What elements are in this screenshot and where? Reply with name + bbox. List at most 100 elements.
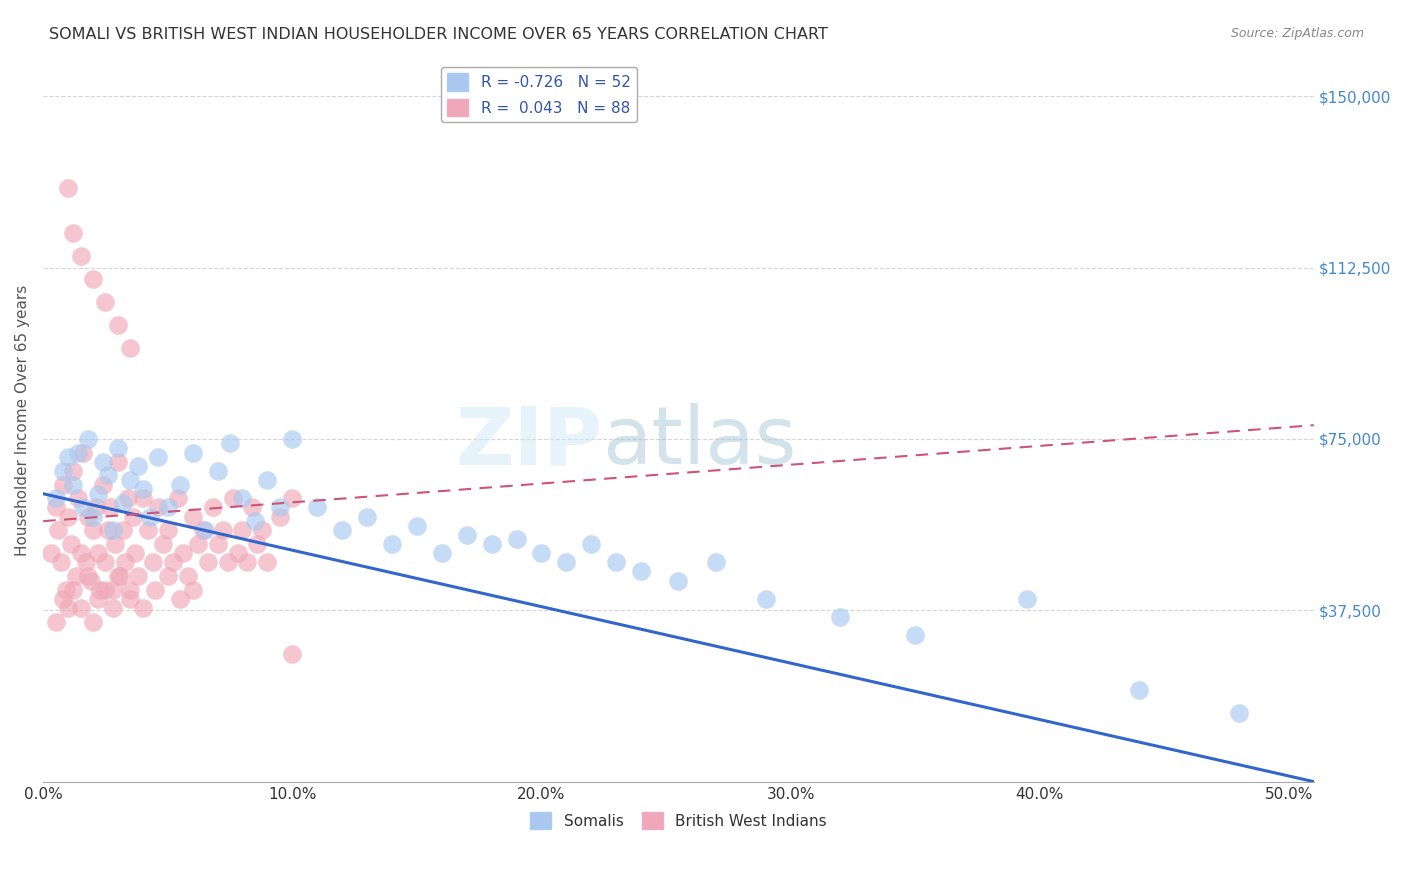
Point [127, 459, 149, 474]
Point [830, 610, 852, 624]
Point [1017, 591, 1039, 606]
Point [152, 537, 174, 551]
Point [82, 509, 104, 524]
Point [67, 445, 90, 459]
Point [187, 537, 209, 551]
Point [62, 227, 84, 241]
Point [281, 647, 304, 661]
Point [107, 318, 129, 332]
Point [87, 546, 110, 560]
Point [45, 491, 67, 506]
Point [181, 509, 204, 524]
Point [630, 565, 652, 579]
Point [101, 524, 124, 538]
Point [605, 555, 627, 569]
Point [45, 500, 67, 515]
Point [77, 569, 100, 583]
Point [281, 491, 304, 506]
Point [75, 555, 97, 569]
Point [256, 473, 278, 487]
Point [219, 436, 242, 450]
Point [197, 555, 219, 569]
Point [156, 500, 179, 515]
Point [69, 601, 91, 615]
Point [56, 509, 79, 524]
Point [55, 582, 77, 597]
Text: Source: ZipAtlas.com: Source: ZipAtlas.com [1230, 27, 1364, 40]
Point [62, 464, 84, 478]
Point [97, 468, 120, 483]
Point [114, 555, 136, 569]
Point [65, 569, 87, 583]
Point [52, 477, 75, 491]
Text: ZIP: ZIP [456, 403, 602, 482]
Text: SOMALI VS BRITISH WEST INDIAN HOUSEHOLDER INCOME OVER 65 YEARS CORRELATION CHART: SOMALI VS BRITISH WEST INDIAN HOUSEHOLDE… [49, 27, 828, 42]
Point [221, 491, 243, 506]
Point [242, 500, 264, 515]
Point [82, 524, 104, 538]
Point [91, 477, 114, 491]
Point [136, 524, 159, 538]
Point [107, 455, 129, 469]
Point [120, 591, 142, 606]
Point [330, 524, 353, 538]
Point [406, 518, 429, 533]
Text: atlas: atlas [602, 403, 797, 482]
Point [45, 615, 67, 629]
Point [94, 555, 117, 569]
Point [89, 582, 111, 597]
Point [143, 582, 166, 597]
Point [46, 524, 69, 538]
Point [52, 464, 75, 478]
Point [122, 509, 145, 524]
Point [201, 500, 224, 515]
Point [146, 450, 169, 465]
Point [217, 555, 239, 569]
Point [211, 524, 233, 538]
Point [104, 537, 127, 551]
Point [69, 546, 91, 560]
Point [62, 477, 84, 491]
Point [72, 500, 94, 515]
Point [581, 537, 603, 551]
Point [100, 500, 122, 515]
Point [97, 524, 120, 538]
Point [207, 537, 229, 551]
Point [156, 524, 179, 538]
Y-axis label: Householder Income Over 65 years: Householder Income Over 65 years [15, 285, 30, 557]
Point [356, 509, 378, 524]
Point [56, 450, 79, 465]
Point [281, 432, 304, 446]
Point [755, 591, 778, 606]
Legend: Somalis, British West Indians: Somalis, British West Indians [524, 805, 834, 836]
Point [94, 582, 117, 597]
Point [169, 477, 191, 491]
Point [166, 491, 188, 506]
Point [120, 341, 142, 355]
Point [124, 546, 146, 560]
Point [505, 533, 527, 547]
Point [59, 537, 82, 551]
Point [194, 524, 217, 538]
Point [62, 582, 84, 597]
Point [82, 272, 104, 286]
Point [176, 569, 198, 583]
Point [456, 528, 478, 542]
Point [67, 491, 90, 506]
Point [132, 601, 155, 615]
Point [236, 555, 259, 569]
Point [904, 628, 927, 642]
Point [191, 524, 214, 538]
Point [181, 582, 204, 597]
Point [94, 294, 117, 309]
Point [87, 487, 110, 501]
Point [111, 524, 134, 538]
Point [111, 496, 134, 510]
Point [84, 500, 107, 515]
Point [107, 441, 129, 455]
Point [430, 546, 453, 560]
Point [555, 555, 578, 569]
Point [56, 601, 79, 615]
Point [704, 555, 727, 569]
Point [72, 445, 94, 459]
